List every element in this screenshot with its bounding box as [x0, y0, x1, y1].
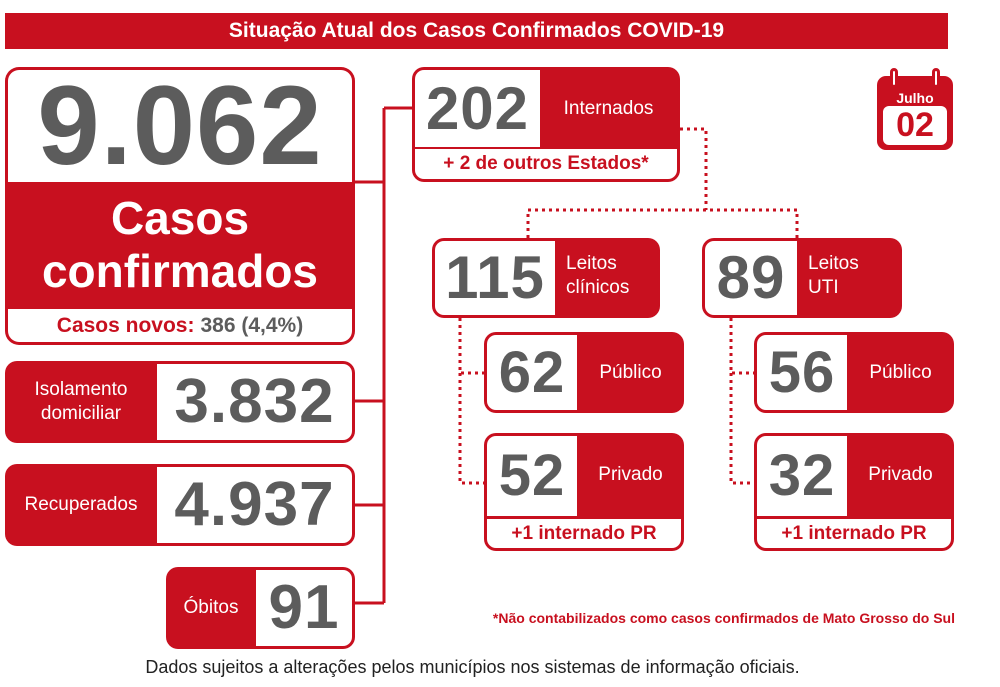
clinical-beds-value: 115	[435, 241, 555, 315]
confirmed-cases-card: 9.062 Casos confirmados Casos novos: 386…	[5, 67, 355, 345]
calendar-month: Julho	[896, 90, 934, 106]
isolation-card: Isolamento domiciliar 3.832	[5, 361, 355, 443]
icu-beds-card: 89 Leitos UTI	[702, 238, 902, 318]
clinical-private-value: 52	[487, 436, 577, 516]
footnote: *Não contabilizados como casos confirmad…	[492, 610, 955, 626]
icu-public-card: 56 Público	[754, 332, 954, 413]
hospitalized-note-text: 2 de outros Estados*	[459, 153, 649, 174]
source-note: Dados sujeitos a alterações pelos municí…	[145, 657, 800, 677]
icu-private-card: 32 Privado +1 internado PR	[754, 433, 954, 551]
icu-public-value: 56	[757, 335, 847, 410]
hospitalized-note: + 2 de outros Estados*	[415, 149, 677, 179]
calendar-day: 02	[883, 106, 947, 145]
new-cases-value: 386 (4,4%)	[200, 313, 304, 337]
deaths-card: Óbitos 91	[166, 567, 355, 649]
isolation-label-line2: domiciliar	[40, 403, 122, 424]
clinical-beds-label: Leitos clínicos	[566, 252, 656, 308]
hospitalized-label: Internados	[563, 97, 654, 119]
icu-beds-label-line1: Leitos	[808, 253, 859, 274]
confirmed-label: Casos confirmados	[5, 185, 355, 305]
recovered-value: 4.937	[157, 467, 352, 543]
clinical-public-card: 62 Público	[484, 332, 684, 413]
calendar-icon: Julho 02	[877, 68, 953, 150]
title-bar: Situação Atual dos Casos Confirmados COV…	[5, 13, 948, 49]
icu-private-label: Privado	[868, 464, 933, 486]
clinical-public-label: Público	[599, 361, 662, 383]
confirmed-label-line1: Casos	[110, 192, 250, 245]
icu-private-note: +1 internado PR	[757, 519, 951, 548]
isolation-label: Isolamento domiciliar	[5, 361, 157, 443]
clinical-private-label: Privado	[598, 464, 663, 486]
hospitalized-card: 202 Internados + 2 de outros Estados*	[412, 67, 680, 182]
icu-private-note-text: 1 internado PR	[792, 522, 927, 544]
deaths-value: 91	[256, 570, 352, 646]
clinical-private-card: 52 Privado +1 internado PR	[484, 433, 684, 551]
new-cases-label: Casos novos:	[56, 313, 195, 337]
icu-beds-label-line2: UTI	[808, 276, 839, 298]
icu-public-label: Público	[869, 361, 932, 383]
clinical-beds-label-line1: Leitos	[566, 253, 617, 274]
clinical-private-note: +1 internado PR	[487, 519, 681, 548]
hospitalized-value: 202	[415, 70, 540, 147]
clinical-private-note-text: 1 internado PR	[522, 522, 657, 544]
icu-beds-value: 89	[705, 241, 797, 315]
recovered-label: Recuperados	[24, 494, 138, 516]
icu-beds-label: Leitos UTI	[808, 252, 898, 308]
clinical-public-value: 62	[487, 335, 577, 410]
clinical-beds-label-line2: clínicos	[566, 276, 630, 298]
plus-icon: +	[443, 153, 455, 174]
confirmed-total: 9.062	[8, 70, 352, 182]
isolation-value: 3.832	[157, 364, 352, 440]
recovered-card: Recuperados 4.937	[5, 464, 355, 546]
icu-private-value: 32	[757, 436, 847, 516]
isolation-label-line1: Isolamento	[34, 379, 128, 401]
page-title: Situação Atual dos Casos Confirmados COV…	[228, 19, 725, 42]
plus-icon: +	[781, 522, 793, 544]
deaths-label: Óbitos	[183, 597, 239, 619]
new-cases: Casos novos: 386 (4,4%)	[8, 309, 352, 342]
confirmed-label-line2: confirmados	[41, 245, 319, 297]
clinical-beds-card: 115 Leitos clínicos	[432, 238, 660, 318]
plus-icon: +	[511, 522, 523, 544]
